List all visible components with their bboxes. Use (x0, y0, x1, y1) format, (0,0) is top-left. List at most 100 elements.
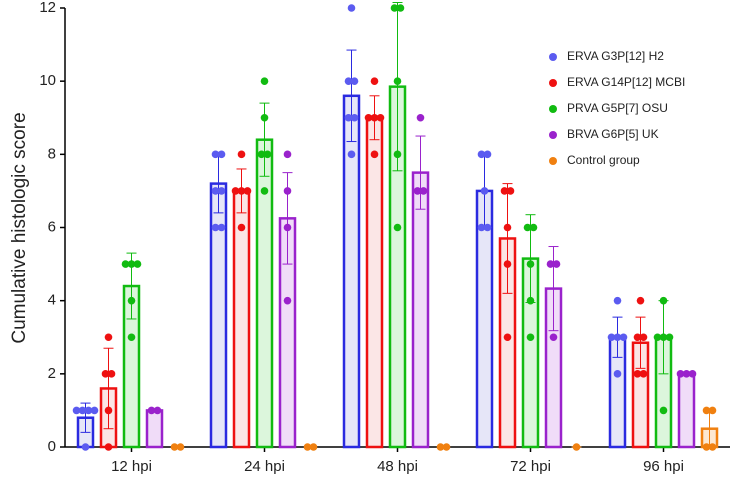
data-point (688, 370, 697, 378)
bar (411, 171, 430, 449)
data-point (263, 150, 272, 159)
data-point (483, 150, 492, 159)
y-tick-label: 2 (48, 365, 56, 382)
x-tick-label: 48 hpi (377, 458, 418, 475)
data-point (708, 443, 717, 451)
data-point (503, 333, 512, 342)
data-point (84, 406, 93, 415)
y-tick-label: 8 (48, 145, 56, 162)
data-point (376, 113, 385, 122)
data-point (101, 370, 110, 378)
data-point (107, 370, 116, 378)
data-point (613, 333, 622, 342)
data-point (702, 443, 711, 451)
data-point (659, 406, 668, 415)
data-point (506, 187, 515, 195)
data-point (243, 187, 252, 195)
data-point (639, 370, 648, 378)
data-point (526, 333, 535, 342)
data-point (393, 77, 402, 85)
data-point (350, 77, 359, 85)
data-point (127, 296, 136, 305)
data-point (436, 443, 445, 451)
data-point (211, 150, 220, 159)
x-tick-label: 96 hpi (643, 458, 684, 475)
legend-label: PRVA G5P[7] OSU (567, 101, 668, 115)
data-point (176, 443, 185, 451)
y-tick-label: 0 (48, 438, 56, 455)
data-point (283, 223, 292, 232)
data-point (413, 187, 422, 195)
data-point (708, 406, 717, 415)
data-point (552, 260, 561, 268)
data-point (370, 150, 379, 159)
data-point (260, 187, 269, 195)
legend-marker (549, 53, 557, 61)
data-point (309, 443, 318, 451)
data-point (344, 77, 353, 85)
data-point (665, 333, 674, 342)
data-point (217, 223, 226, 232)
data-point (231, 187, 240, 195)
data-point (260, 77, 269, 85)
data-point (283, 150, 292, 159)
data-point (237, 223, 246, 232)
x-tick-label: 12 hpi (111, 458, 152, 475)
data-point (442, 443, 451, 451)
data-point (526, 260, 535, 268)
data-point (217, 187, 226, 195)
data-point (480, 187, 489, 195)
bar (365, 116, 384, 449)
data-point (659, 296, 668, 305)
data-point (653, 333, 662, 342)
data-point (619, 333, 628, 342)
data-point (529, 223, 538, 232)
data-point (364, 113, 373, 122)
data-point (393, 150, 402, 159)
data-point (283, 187, 292, 195)
legend-marker (549, 79, 557, 87)
legend-marker (549, 157, 557, 165)
data-point (217, 150, 226, 159)
data-point (133, 260, 142, 268)
data-point (127, 333, 136, 342)
data-point (90, 406, 99, 415)
data-point (81, 443, 90, 451)
y-tick-label: 4 (48, 292, 56, 309)
x-tick-label: 24 hpi (244, 458, 285, 475)
data-point (396, 4, 405, 12)
data-point (237, 150, 246, 159)
data-point (500, 187, 509, 195)
legend-label: ERVA G14P[12] MCBI (567, 75, 685, 89)
data-point (127, 260, 136, 268)
data-point (503, 260, 512, 268)
data-point (147, 406, 156, 415)
bar (209, 182, 228, 449)
data-point (370, 77, 379, 85)
bar (677, 372, 696, 449)
data-point (702, 406, 711, 415)
bar (255, 138, 274, 449)
data-point (104, 333, 113, 342)
data-point (170, 443, 179, 451)
data-point (211, 223, 220, 232)
data-point (503, 223, 512, 232)
data-point (483, 223, 492, 232)
data-point (344, 113, 353, 122)
data-point (572, 443, 581, 451)
data-point (257, 150, 266, 159)
data-point (613, 296, 622, 305)
data-point (347, 150, 356, 159)
data-point (477, 223, 486, 232)
legend-label: BRVA G6P[5] UK (567, 127, 659, 141)
y-tick-label: 10 (39, 72, 56, 89)
data-point (613, 370, 622, 378)
data-point (546, 260, 555, 268)
data-point (283, 296, 292, 305)
x-tick-label: 72 hpi (510, 458, 551, 475)
data-point (419, 187, 428, 195)
data-point (303, 443, 312, 451)
data-point (153, 406, 162, 415)
data-point (260, 113, 269, 122)
